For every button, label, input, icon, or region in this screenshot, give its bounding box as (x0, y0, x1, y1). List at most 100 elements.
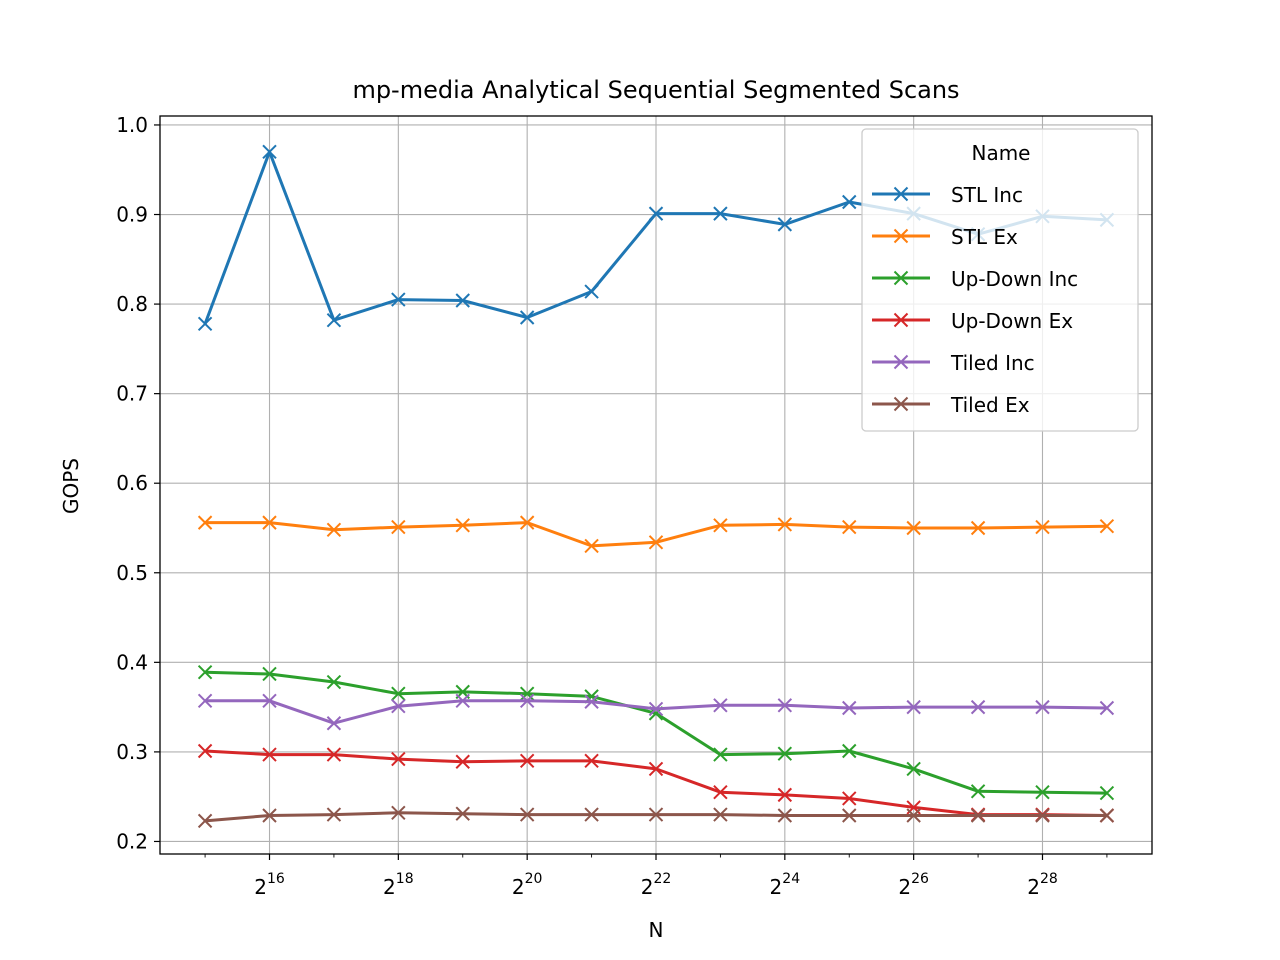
data-point (584, 753, 599, 769)
x-axis: 216 218 220 222 224 226 228 (204, 854, 1108, 899)
data-point (455, 754, 470, 769)
y-tick-label: 1.0 (116, 113, 148, 137)
data-point (648, 807, 664, 822)
data-point (648, 535, 664, 550)
data-point (1099, 785, 1115, 801)
x-tick-base: 2 (512, 875, 525, 899)
data-point (584, 807, 599, 822)
data-point (1099, 518, 1115, 534)
data-point (906, 520, 921, 536)
data-point (262, 144, 277, 160)
x-tick-base: 2 (254, 875, 267, 899)
x-tick-label: 222 (641, 871, 672, 899)
data-point (842, 808, 857, 823)
data-point (713, 698, 728, 713)
data-point (391, 686, 406, 701)
data-point (326, 716, 342, 731)
data-point (197, 316, 213, 331)
data-point (713, 807, 728, 822)
data-point (197, 693, 213, 709)
data-point (262, 666, 277, 682)
legend-marker (893, 186, 909, 202)
data-point (648, 761, 664, 777)
legend-item: Tiled Ex (872, 393, 1030, 417)
data-point (1035, 784, 1050, 800)
x-tick-label: 224 (770, 871, 801, 899)
legend-label: Tiled Ex (950, 393, 1030, 417)
y-tick-label: 0.9 (116, 203, 148, 227)
data-point (519, 753, 535, 769)
data-point (391, 805, 406, 821)
data-point (842, 700, 857, 716)
data-point (1099, 700, 1115, 716)
y-tick-label: 0.4 (116, 650, 148, 674)
data-point (842, 519, 857, 535)
legend-marker (893, 228, 909, 244)
data-point (842, 791, 857, 806)
y-tick-label: 0.6 (116, 471, 148, 495)
x-tick-label: 228 (1027, 871, 1058, 899)
data-point (906, 808, 921, 823)
data-point (648, 701, 664, 717)
data-point (455, 806, 470, 821)
series-layer (197, 144, 1115, 829)
legend-marker (893, 354, 909, 370)
data-point (970, 520, 986, 536)
legend-item: STL Inc (872, 183, 1023, 207)
data-point (713, 518, 728, 533)
data-point (326, 312, 342, 328)
x-tick-base: 2 (1027, 875, 1040, 899)
data-point (326, 807, 342, 822)
series-tiled-inc (197, 693, 1115, 731)
legend-item: Up-Down Ex (872, 309, 1073, 333)
data-point (970, 784, 986, 799)
x-tick-base: 2 (641, 875, 654, 899)
data-point (391, 751, 406, 767)
data-point (777, 217, 793, 232)
legend-label: Up-Down Inc (951, 267, 1078, 291)
data-point (777, 698, 793, 713)
data-point (648, 206, 664, 221)
data-point (262, 515, 277, 530)
data-point (777, 808, 793, 823)
series-stl-ex (197, 515, 1115, 554)
data-point (519, 310, 535, 325)
legend-label: STL Ex (951, 225, 1018, 249)
x-tick-base: 2 (770, 875, 783, 899)
data-point (970, 808, 986, 823)
data-point (1099, 808, 1115, 823)
data-point (777, 517, 793, 532)
x-tick-label: 216 (254, 871, 285, 899)
data-point (197, 664, 213, 680)
data-point (906, 761, 921, 777)
data-point (1035, 808, 1050, 823)
x-axis-label: N (649, 918, 664, 942)
y-axis: 0.2 0.3 0.4 0.5 0.6 0.7 0.8 0.9 1.0 (116, 113, 160, 853)
x-tick-base: 2 (898, 875, 911, 899)
x-tick-exponent: 26 (911, 871, 929, 887)
data-point (777, 787, 793, 803)
legend-label: STL Inc (951, 183, 1023, 207)
x-tick-label: 218 (383, 871, 414, 899)
data-point (262, 747, 277, 762)
y-tick-label: 0.7 (116, 382, 148, 406)
data-point (777, 746, 793, 761)
y-tick-label: 0.2 (116, 829, 148, 853)
data-point (713, 784, 728, 800)
data-point (519, 807, 535, 822)
data-point (713, 747, 728, 762)
legend-item: STL Ex (872, 225, 1018, 249)
x-tick-exponent: 22 (653, 871, 671, 887)
legend-title: Name (971, 141, 1030, 165)
data-point (584, 284, 599, 299)
x-tick-base: 2 (383, 875, 396, 899)
legend-label: Tiled Inc (950, 351, 1035, 375)
series-tiled-ex (197, 805, 1115, 829)
y-tick-label: 0.8 (116, 292, 148, 316)
data-point (970, 699, 986, 715)
y-tick-label: 0.3 (116, 740, 148, 764)
data-point (1035, 699, 1050, 715)
legend-box (861, 128, 1139, 432)
data-point (455, 693, 470, 709)
grid (160, 116, 1152, 854)
